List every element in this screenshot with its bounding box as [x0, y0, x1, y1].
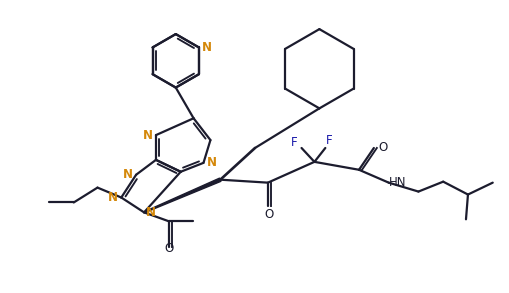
- Text: F: F: [291, 136, 297, 149]
- Polygon shape: [144, 178, 220, 213]
- Text: O: O: [378, 142, 387, 154]
- Text: O: O: [164, 242, 173, 255]
- Text: N: N: [123, 168, 133, 181]
- Text: N: N: [146, 206, 156, 219]
- Text: N: N: [206, 156, 216, 169]
- Text: HN: HN: [388, 176, 406, 189]
- Text: N: N: [202, 41, 211, 54]
- Text: N: N: [143, 129, 153, 142]
- Text: F: F: [325, 134, 332, 146]
- Text: O: O: [264, 208, 273, 222]
- Text: N: N: [108, 191, 118, 204]
